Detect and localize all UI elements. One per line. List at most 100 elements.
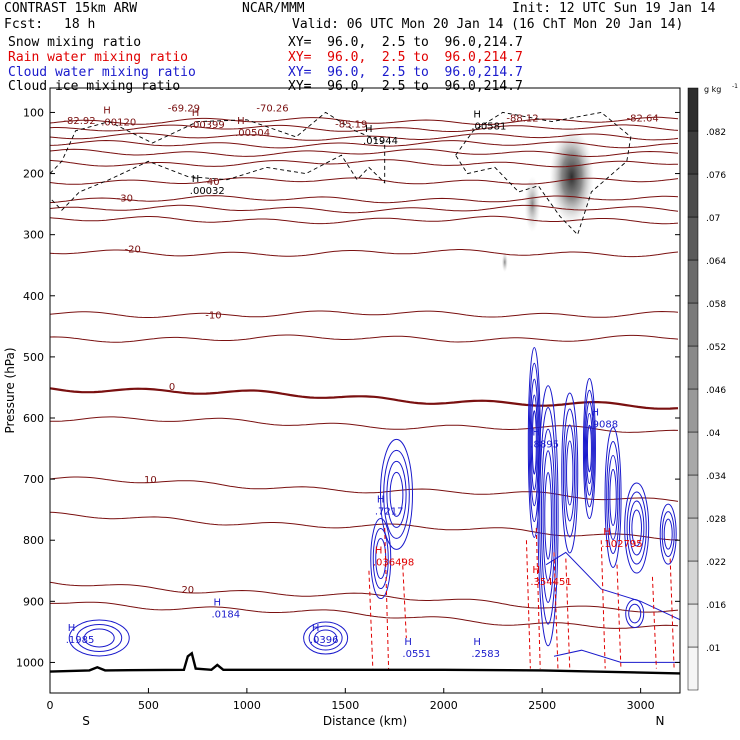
temperature-label: -30 — [117, 193, 133, 204]
temperature-label: -82.64 — [626, 113, 658, 124]
colorbar-tick-label: .016 — [706, 601, 726, 611]
y-axis-title: Pressure (hPa) — [3, 347, 17, 433]
colorbar-tick-label: .022 — [706, 558, 726, 568]
rain-contours — [368, 527, 675, 670]
y-tick-label: 800 — [23, 534, 44, 547]
y-tick-label: 900 — [23, 595, 44, 608]
colorbar-swatch — [687, 345, 699, 390]
cloud-water-loop — [308, 625, 343, 651]
cloud-water-loop — [604, 426, 622, 568]
fcst-value: 18 h — [64, 17, 96, 32]
snow-shade-secondary — [524, 176, 541, 233]
field-xy-rain: XY= 96.0, 2.5 to 96.0,214.7 — [288, 50, 523, 65]
colorbar-swatch — [687, 302, 699, 347]
cloud-water-loop — [76, 624, 123, 652]
max-value-label: .01944 — [363, 136, 398, 147]
temperature-contour — [49, 132, 679, 141]
rain-contour — [616, 564, 622, 669]
cloud-water-loop — [609, 468, 617, 526]
x-tick-label: 2000 — [430, 699, 458, 712]
y-tick-label: 200 — [23, 168, 44, 181]
max-value-label: .102795 — [601, 539, 642, 550]
max-value-label: .036498 — [373, 557, 414, 568]
cloud-water-loop — [582, 378, 596, 520]
max-value-label: .8895 — [530, 440, 559, 451]
cloud-water-loop — [83, 628, 115, 648]
colorbar-tick-label: .07 — [706, 214, 720, 224]
contour-labels: -69.29 -70.26 -85.19 -88.12 -82.64 -82.92 -40 -… — [63, 104, 658, 661]
colorbar-units-exponent: -1 — [732, 83, 738, 90]
cloud-water-loop — [383, 449, 410, 539]
cloud-water-loop — [624, 482, 650, 574]
ice-outline-west — [49, 111, 386, 211]
y-tick-label: 600 — [23, 412, 44, 425]
y-tick-label: 500 — [23, 351, 44, 364]
model-title: CONTRAST 15km ARW — [4, 1, 138, 16]
snow-shade-small — [501, 252, 508, 273]
cloud-water-loop — [528, 362, 540, 523]
colorbar-tick-label: .064 — [706, 257, 726, 267]
cloud-water-loop — [661, 511, 675, 558]
cloud-water-loop — [370, 518, 392, 600]
temperature-contour — [49, 124, 679, 132]
cloud-water-loop — [529, 378, 539, 507]
max-marker: H — [404, 637, 412, 648]
field-name-rain: Rain water mixing ratio — [8, 50, 189, 65]
colorbar-swatch — [687, 388, 699, 433]
rain-contour — [651, 576, 657, 669]
cloud-water-loop — [626, 491, 647, 565]
cloud-water-loop — [537, 385, 559, 647]
temperature-contour — [49, 116, 679, 126]
temperature-label: 0 — [169, 382, 175, 393]
x-end-label-left: S — [82, 714, 90, 728]
cloud-water-loop — [372, 528, 389, 590]
temperature-contour — [49, 511, 678, 541]
cloud-water-loop — [628, 603, 642, 624]
max-value-label: .0396 — [310, 635, 339, 646]
max-value-label: .00581 — [471, 122, 506, 133]
init-label: Init: 12 UTC Sun 19 Jan 14 — [512, 1, 716, 16]
x-tick-label: 0 — [47, 699, 54, 712]
cloud-water-loop — [386, 460, 407, 528]
rain-contour — [368, 570, 374, 670]
max-marker: H — [237, 116, 245, 127]
cloud-water-loop — [631, 509, 642, 547]
x-tick-label: 1500 — [331, 699, 359, 712]
plot-frame — [49, 87, 681, 694]
colorbar: .01 .016 .022 .028 .034 .04 .046 .052 .058 .064 .0… — [687, 83, 738, 691]
cloud-water-loop — [562, 408, 577, 538]
temperature-contour — [49, 204, 679, 214]
temperature-label: -10 — [205, 311, 221, 322]
max-value-label: .2583 — [471, 649, 500, 660]
max-marker: H — [365, 124, 373, 135]
cloud-water-loop — [68, 619, 130, 657]
max-marker: H — [473, 637, 481, 648]
colorbar-tick-label: .01 — [706, 644, 720, 654]
temperature-label: -40 — [203, 177, 219, 188]
temperature-contour — [49, 148, 679, 158]
field-name-cloud-water: Cloud water mixing ratio — [8, 65, 196, 80]
x-tick-label: 3000 — [627, 699, 655, 712]
temperature-contour — [49, 387, 679, 410]
plot-border — [49, 87, 681, 694]
temperature-label: -82.92 — [63, 116, 95, 127]
max-marker: H — [213, 597, 221, 608]
temperature-contours — [49, 116, 679, 629]
fcst-label: Fcst: — [4, 17, 44, 32]
max-value-label: .0184 — [211, 609, 240, 620]
x-end-label-right: N — [656, 714, 665, 728]
cloud-water-loop — [561, 392, 579, 554]
temperature-label: 20 — [181, 585, 194, 596]
snow-shading — [501, 128, 594, 273]
max-marker: H — [591, 407, 599, 418]
max-value-label: .00032 — [190, 186, 225, 197]
x-tick-label: 1000 — [233, 699, 261, 712]
temperature-contour — [49, 215, 679, 225]
y-tick-label: 300 — [23, 229, 44, 242]
temperature-contour — [49, 310, 679, 318]
field-xy-cloud-water: XY= 96.0, 2.5 to 96.0,214.7 — [288, 65, 523, 80]
max-value-label: .00504 — [235, 128, 270, 139]
colorbar-units: g kg — [704, 85, 721, 94]
temperature-label: 10 — [144, 475, 157, 486]
